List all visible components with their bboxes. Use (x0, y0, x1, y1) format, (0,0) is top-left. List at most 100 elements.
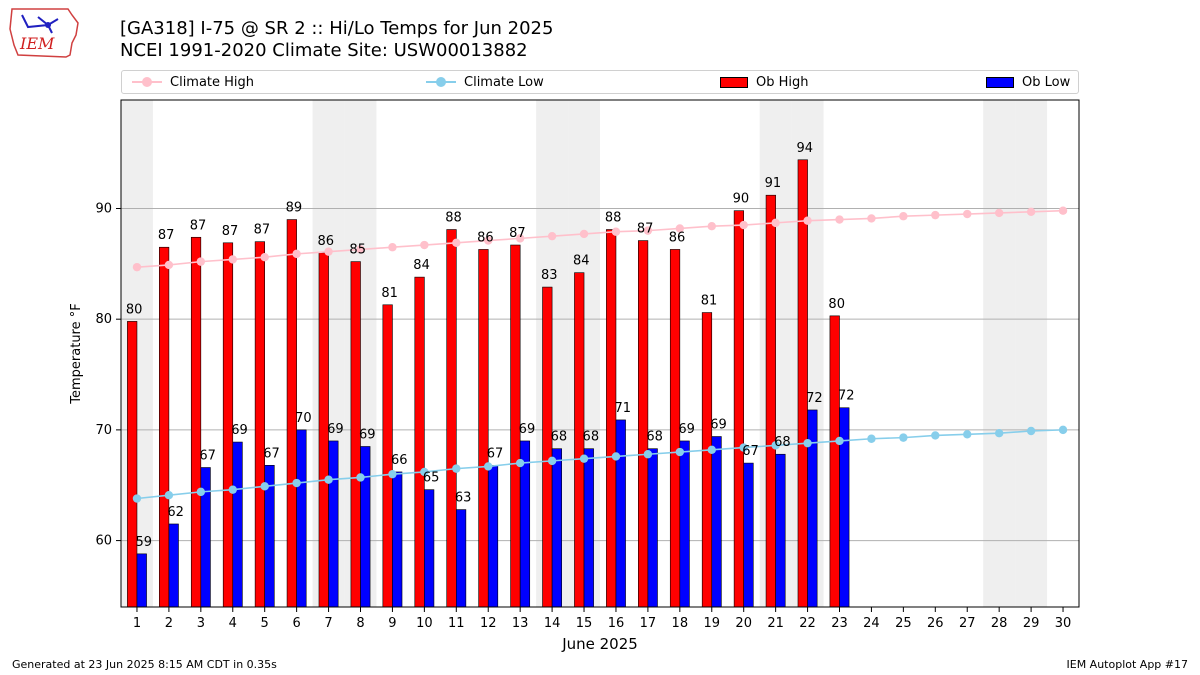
x-tick-label: 24 (863, 616, 880, 631)
ob-low-label: 69 (327, 422, 344, 437)
ob-high-bar (829, 315, 840, 608)
climate-low-point (771, 441, 780, 450)
ob-high-label: 87 (509, 226, 526, 241)
climate-high-point (899, 212, 908, 221)
y-tick-label: 80 (95, 312, 112, 327)
climate-low-point (420, 467, 429, 477)
climate-high-point (611, 227, 621, 236)
ob-low-label: 72 (838, 389, 855, 404)
x-tick-label: 10 (416, 616, 433, 631)
climate-low-point (547, 456, 557, 466)
x-tick-label: 1 (133, 616, 141, 631)
x-tick-label: 25 (895, 616, 912, 631)
climate-high-point (707, 221, 716, 231)
title-line-2: NCEI 1991-2020 Climate Site: USW00013882 (120, 40, 528, 61)
climate-high-point (164, 260, 174, 270)
x-tick-label: 16 (608, 616, 625, 631)
ob-low-label: 69 (710, 418, 727, 433)
ob-high-label: 86 (318, 234, 335, 249)
climate-low-point (484, 462, 493, 471)
y-tick-label: 60 (95, 534, 112, 549)
ob-high-label: 90 (733, 192, 750, 207)
climate-low-line (136, 429, 1064, 500)
ob-low-label: 69 (519, 422, 536, 437)
ob-low-label: 70 (295, 411, 312, 426)
ob-low-bar (168, 523, 179, 608)
x-tick-label: 26 (927, 616, 944, 631)
ob-high-label: 87 (254, 223, 271, 238)
x-tick-label: 14 (544, 616, 561, 631)
ob-low-label: 68 (774, 435, 791, 450)
climate-high-point (739, 220, 748, 230)
ob-low-bar (487, 465, 499, 608)
ob-low-bar (775, 453, 786, 608)
x-tick-label: 23 (831, 616, 848, 631)
ob-high-bar (542, 286, 553, 608)
ob-high-bar (254, 241, 265, 608)
x-tick-label: 30 (1055, 616, 1072, 631)
ob-low-label: 67 (263, 446, 280, 461)
legend-item-climate-low: Climate Low (426, 71, 544, 93)
ob-low-label: 59 (135, 535, 152, 550)
climate-high-point (260, 252, 269, 262)
x-tick-label: 8 (356, 616, 364, 631)
ob-low-label: 69 (231, 423, 248, 438)
ob-low-bar (328, 440, 339, 608)
legend-label: Climate High (170, 74, 255, 90)
x-tick-label: 11 (448, 616, 465, 631)
ob-high-label: 84 (573, 254, 590, 269)
climate-high-point (388, 243, 397, 252)
ob-high-label: 88 (445, 211, 462, 226)
climate-high-point (867, 214, 876, 223)
climate-low-point (899, 433, 908, 442)
ob-low-label: 69 (359, 427, 376, 442)
ob-low-bar (455, 509, 467, 608)
climate-high-point (547, 231, 557, 241)
ob-low-bar (232, 441, 243, 608)
x-tick-label: 13 (512, 616, 529, 631)
ob-high-bar (606, 229, 617, 608)
ob-low-label: 72 (806, 391, 823, 406)
climate-high-point (579, 229, 589, 239)
y-tick-label: 70 (95, 423, 112, 438)
ob-low-bar (392, 471, 403, 608)
climate-high-point (196, 257, 206, 266)
plot-frame (120, 99, 1080, 608)
ob-low-label: 67 (199, 449, 216, 464)
climate-high-point (675, 224, 685, 233)
x-tick-label: 15 (576, 616, 593, 631)
x-tick-label: 2 (165, 616, 173, 631)
climate-low-point (356, 473, 365, 482)
climate-low-point (260, 482, 269, 491)
ob-low-label: 65 (423, 471, 440, 486)
ob-high-label: 89 (286, 201, 303, 216)
legend-label: Ob High (756, 74, 809, 90)
ob-low-bar (679, 440, 690, 608)
climate-low-point (739, 443, 748, 452)
climate-high-point (228, 255, 237, 264)
footer-generated: Generated at 23 Jun 2025 8:15 AM CDT in … (12, 658, 277, 671)
x-tick-label: 18 (672, 616, 689, 631)
ob-high-label: 91 (765, 176, 782, 191)
weekend-shade (1015, 100, 1048, 607)
climate-low-point (675, 447, 685, 457)
logo-text: IEM (19, 34, 55, 53)
x-tick-label: 6 (292, 616, 300, 631)
climate-low-point (579, 454, 589, 463)
ob-low-label: 67 (487, 446, 504, 461)
legend-label: Ob Low (1022, 74, 1071, 90)
climate-high-line (136, 209, 1064, 268)
legend-item-climate-high: Climate High (132, 71, 254, 93)
ob-low-bar (711, 436, 722, 608)
ob-low-label: 69 (678, 422, 695, 437)
ob-high-label: 81 (701, 294, 718, 309)
climate-low-point (515, 458, 525, 468)
ob-high-label: 80 (828, 297, 845, 312)
x-tick-label: 12 (480, 616, 497, 631)
ob-low-bar (647, 448, 658, 608)
legend-swatch-ob-high (720, 76, 748, 88)
ob-high-bar (127, 321, 138, 608)
ob-high-label: 80 (126, 302, 143, 317)
x-tick-label: 21 (767, 616, 784, 631)
